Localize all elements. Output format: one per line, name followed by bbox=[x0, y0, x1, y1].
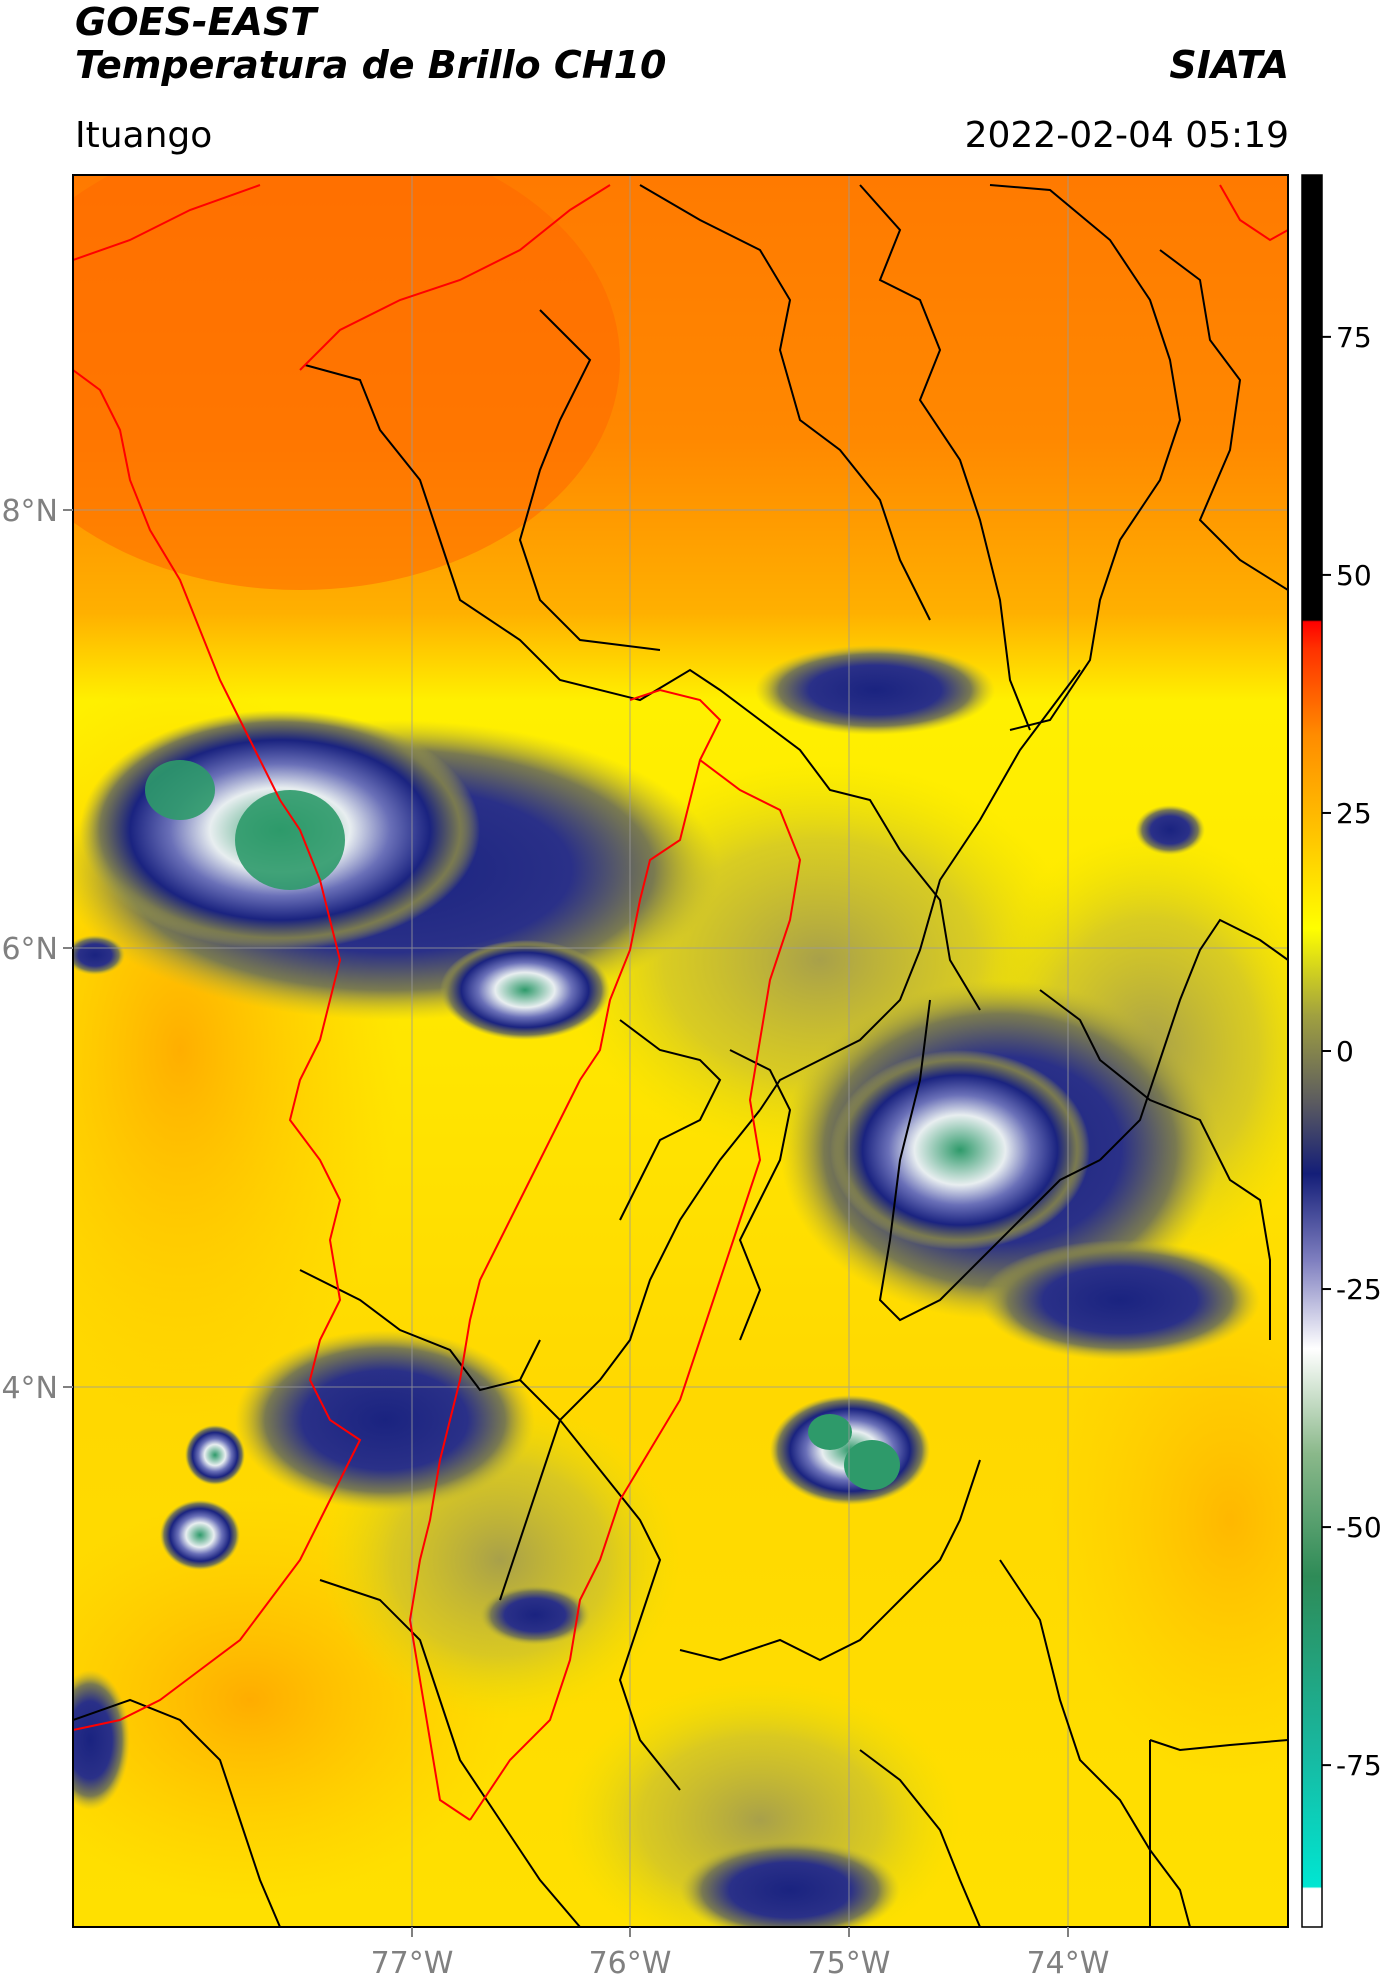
colorbar-ticks: 75 50 25 0 -25 -50 -75 bbox=[1322, 321, 1382, 1782]
colorbar-tick-label: 0 bbox=[1336, 1035, 1354, 1068]
latitude-axis: 8°N 6°N 4°N bbox=[1, 494, 73, 1406]
colorbar-tick-label: -50 bbox=[1336, 1511, 1382, 1544]
region-label: Ituango bbox=[75, 115, 213, 156]
longitude-axis: 77°W 76°W 75°W 74°W bbox=[371, 1927, 1110, 1981]
lon-tick-label: 77°W bbox=[371, 1946, 454, 1981]
cloud-cell-bottom bbox=[680, 1840, 900, 1927]
brand-label: SIATA bbox=[1169, 43, 1289, 87]
satellite-title: GOES-EAST bbox=[75, 0, 317, 44]
lon-tick-label: 74°W bbox=[1027, 1946, 1110, 1981]
lat-tick-label: 6°N bbox=[1, 932, 58, 967]
warm-region-northwest bbox=[73, 175, 620, 590]
cloud-band-north bbox=[755, 645, 995, 735]
country-borders bbox=[73, 184, 1288, 1821]
lon-tick-label: 75°W bbox=[808, 1946, 891, 1981]
map-area bbox=[73, 175, 1288, 1927]
colorbar-tick-label: -75 bbox=[1336, 1749, 1382, 1782]
cold-top-a bbox=[235, 790, 345, 890]
map-frame bbox=[72, 174, 1289, 1928]
cloud-cell-sw-a bbox=[185, 1425, 245, 1485]
lat-tick-label: 4°N bbox=[1, 1371, 58, 1406]
colorbar-tick-label: 25 bbox=[1336, 797, 1372, 830]
colorbar-tick-label: 50 bbox=[1336, 559, 1372, 592]
product-title: Temperatura de Brillo CH10 bbox=[75, 43, 667, 87]
colorbar-scale bbox=[1301, 174, 1323, 1928]
admin-borders bbox=[73, 184, 1288, 1927]
cloud-core-east bbox=[830, 1050, 1090, 1250]
colorbar: 75 50 25 0 -25 -50 -75 bbox=[1301, 174, 1382, 1928]
timestamp-label: 2022-02-04 05:19 bbox=[964, 115, 1289, 156]
cold-top-c bbox=[808, 1414, 852, 1450]
cloud-tail-east bbox=[980, 1240, 1260, 1360]
colorbar-tick-label: 75 bbox=[1336, 321, 1372, 354]
cold-top-d bbox=[844, 1440, 900, 1490]
cloud-cell-east-small bbox=[1135, 805, 1205, 855]
lon-tick-label: 76°W bbox=[589, 1946, 672, 1981]
cloud-cell-west-edge bbox=[73, 935, 125, 975]
lat-tick-label: 8°N bbox=[1, 494, 58, 529]
cloud-band-southwest bbox=[235, 1330, 535, 1510]
warm-region-southeast bbox=[1050, 1260, 1288, 1780]
cloud-cell-sw-b bbox=[160, 1500, 240, 1570]
cloud-cell-left-edge bbox=[73, 1670, 130, 1810]
cloud-cell-center bbox=[440, 940, 610, 1040]
cloud-cell-south-small bbox=[480, 1585, 590, 1645]
colorbar-tick-label: -25 bbox=[1336, 1273, 1382, 1306]
cold-top-b bbox=[145, 760, 215, 820]
